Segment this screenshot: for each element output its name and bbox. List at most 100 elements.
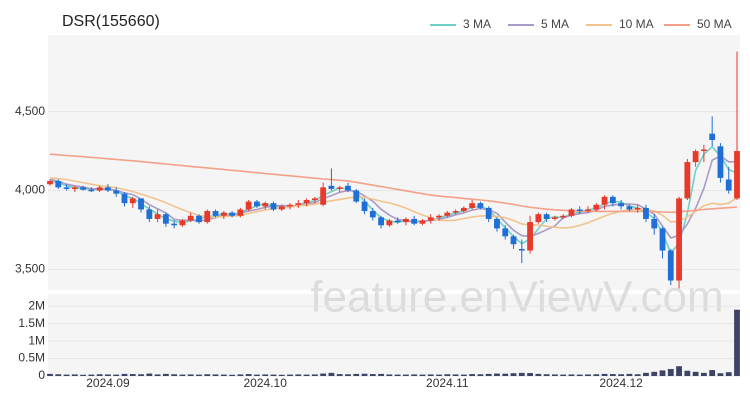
- candle-body: [105, 187, 111, 191]
- volume-bar: [47, 373, 53, 376]
- candle-body: [311, 198, 318, 200]
- candle-body: [336, 187, 343, 189]
- volume-bar: [328, 372, 335, 376]
- candle-body: [369, 211, 376, 218]
- volume-bar: [345, 374, 351, 376]
- volume-bar: [129, 374, 136, 376]
- volume-bar: [369, 374, 376, 376]
- volume-bar: [386, 374, 393, 376]
- candle-body: [568, 209, 575, 216]
- volume-bar: [618, 374, 625, 376]
- chart-title: DSR(155660): [62, 13, 160, 30]
- volume-bar: [684, 370, 691, 376]
- volume-bar: [709, 370, 716, 376]
- x-tick-label: 2024.09: [86, 376, 130, 390]
- legend-label: 10 MA: [619, 17, 654, 31]
- candle-body: [187, 215, 194, 221]
- volume-bar: [212, 374, 219, 376]
- volume-panel: [48, 294, 740, 376]
- volume-bar: [187, 374, 194, 376]
- candle-body: [700, 149, 707, 152]
- candle-body: [113, 190, 120, 194]
- volume-bar: [494, 373, 500, 376]
- candle-body: [684, 162, 691, 199]
- volume-tick-label: 0.5M: [18, 351, 45, 365]
- candle-body: [734, 151, 740, 199]
- volume-bar: [245, 374, 252, 376]
- candle-body: [676, 198, 682, 281]
- volume-bar: [254, 374, 260, 376]
- volume-bar: [518, 372, 525, 376]
- candle-body: [320, 187, 327, 205]
- x-tick-label: 2024.12: [599, 376, 643, 390]
- volume-bar: [262, 374, 269, 376]
- volume-bar: [609, 374, 616, 376]
- volume-bar: [146, 373, 153, 376]
- volume-bar: [80, 374, 87, 376]
- volume-tick-label: 0: [38, 368, 45, 382]
- volume-bar: [394, 374, 401, 376]
- candle-body: [121, 193, 128, 204]
- candle-body: [245, 201, 252, 210]
- volume-bar: [692, 371, 699, 376]
- y-tick-label: 4,000: [15, 183, 45, 197]
- x-tick-label: 2024.10: [244, 376, 288, 390]
- volume-bar: [378, 373, 384, 376]
- candle-body: [411, 218, 418, 224]
- volume-bar: [220, 374, 227, 376]
- candle-body: [88, 189, 95, 192]
- candle-body: [485, 207, 492, 219]
- volume-tick-label: 1M: [28, 333, 45, 347]
- volume-bar: [469, 374, 476, 376]
- volume-bar: [88, 374, 95, 376]
- volume-bar: [593, 374, 600, 376]
- price-panel: [48, 35, 740, 290]
- volume-bar: [278, 374, 285, 376]
- volume-bar: [585, 374, 591, 376]
- y-tick-label: 3,500: [15, 262, 45, 276]
- candle-body: [494, 218, 500, 229]
- candle-body: [527, 222, 533, 251]
- volume-bar: [560, 374, 567, 376]
- candle-body: [220, 212, 227, 216]
- candle-body: [278, 206, 285, 210]
- volume-bar: [651, 371, 658, 376]
- candle-body: [427, 217, 434, 221]
- candle-body: [154, 214, 161, 219]
- candle-body: [576, 209, 583, 212]
- volume-bar: [717, 373, 724, 376]
- candle-body: [593, 204, 600, 210]
- candle-body: [626, 206, 633, 210]
- volume-bar: [427, 374, 434, 376]
- volume-bar: [162, 373, 169, 376]
- volume-bar: [626, 373, 633, 376]
- volume-bar: [576, 374, 583, 376]
- ma-line: [49, 153, 738, 214]
- candle-body: [138, 198, 144, 210]
- candle-body: [270, 203, 277, 210]
- candle-body: [345, 185, 351, 191]
- volume-bar: [444, 374, 451, 376]
- volume-bar: [700, 372, 707, 376]
- candle-body: [287, 204, 293, 207]
- volume-bar: [113, 374, 120, 376]
- legend-label: 5 MA: [541, 17, 569, 31]
- candle-body: [552, 217, 558, 219]
- candle-body: [47, 181, 53, 185]
- candle-body: [403, 218, 409, 223]
- candle-body: [295, 203, 302, 205]
- candle-body: [667, 250, 674, 281]
- candle-body: [717, 146, 724, 178]
- volume-bar: [734, 309, 740, 376]
- volume-tick-label: 2M: [28, 298, 45, 312]
- watermark: feature.enViewV.com: [310, 273, 723, 322]
- volume-bar: [287, 374, 293, 376]
- volume-bar: [419, 374, 426, 376]
- candle-body: [659, 228, 666, 251]
- candle-body: [129, 198, 136, 204]
- candle-body: [179, 220, 186, 226]
- candle-body: [618, 203, 625, 207]
- candle-body: [452, 211, 459, 213]
- volume-bar: [452, 374, 459, 376]
- candle-body: [560, 215, 567, 218]
